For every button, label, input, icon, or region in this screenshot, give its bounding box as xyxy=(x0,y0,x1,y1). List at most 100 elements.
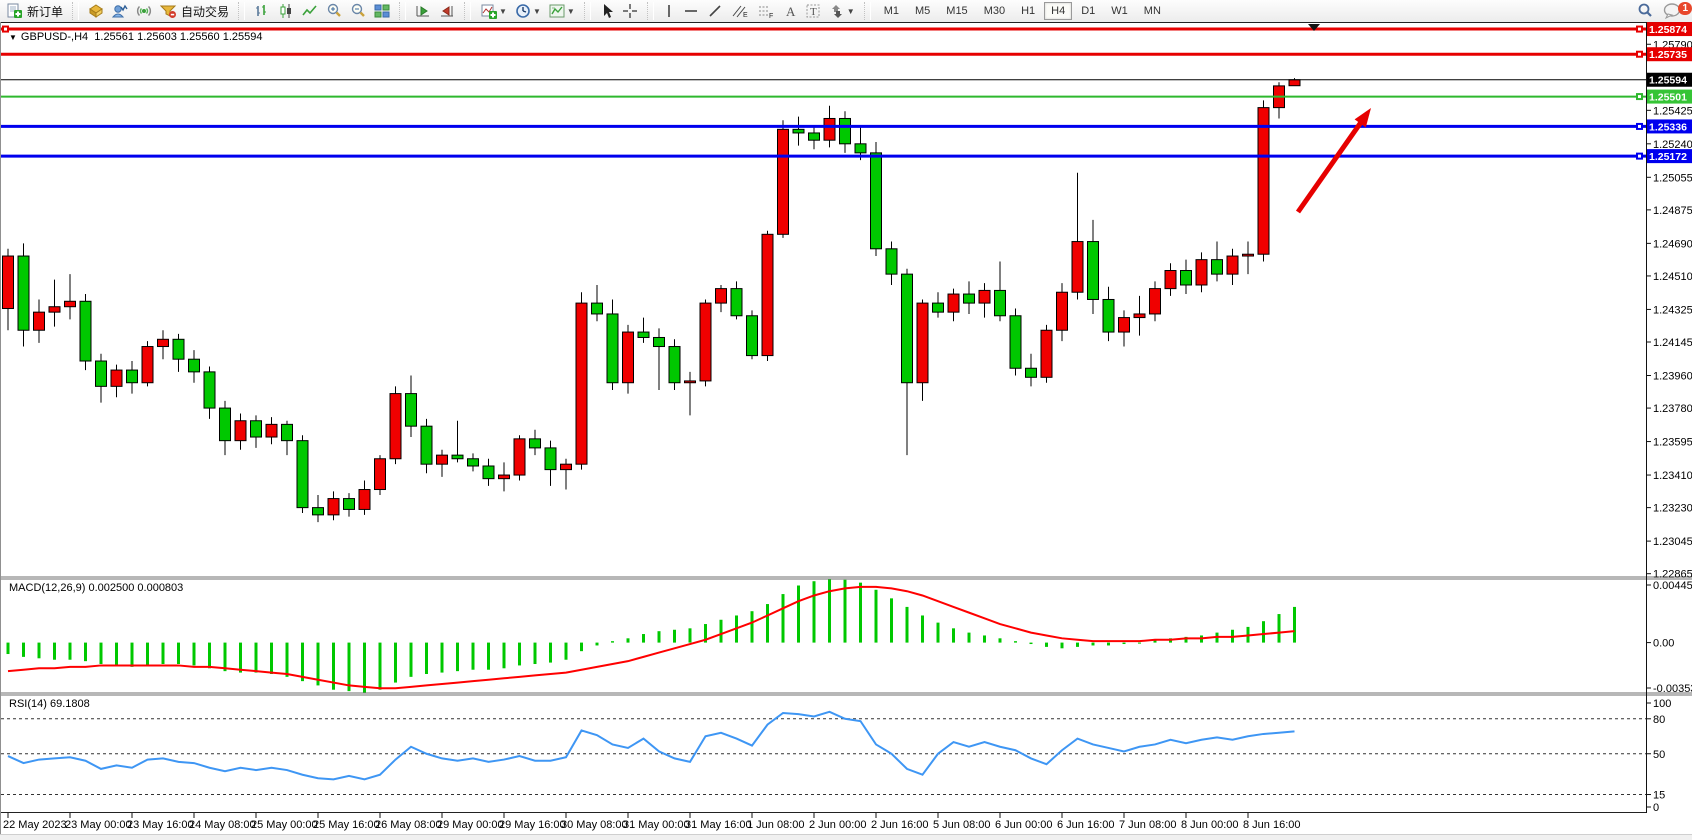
fibonacci-tool[interactable]: F xyxy=(753,1,779,21)
toolbar-separator xyxy=(72,2,80,20)
toolbar-separator xyxy=(238,2,246,20)
new-order-label: 新订单 xyxy=(27,4,64,19)
timeframe-h1[interactable]: H1 xyxy=(1021,5,1036,17)
svg-text:1.24510: 1.24510 xyxy=(1653,271,1692,283)
svg-text:1.25735: 1.25735 xyxy=(1649,49,1687,61)
horizontal-line-tool[interactable] xyxy=(679,1,703,21)
toolbar-separator xyxy=(464,2,472,20)
date-axis-label: 25 May 16:00 xyxy=(313,819,380,831)
date-axis-label: 7 Jun 08:00 xyxy=(1119,819,1177,831)
svg-text:1.25172: 1.25172 xyxy=(1649,151,1687,163)
date-axis-label: 8 Jun 00:00 xyxy=(1181,819,1239,831)
svg-text:0: 0 xyxy=(1653,802,1659,814)
svg-text:1.25501: 1.25501 xyxy=(1649,92,1687,104)
community-button[interactable] xyxy=(108,1,132,21)
timeframe-m15[interactable]: M15 xyxy=(946,5,968,17)
timeframe-m5[interactable]: M5 xyxy=(915,5,931,17)
date-axis-label: 30 May 08:00 xyxy=(561,819,628,831)
search-button[interactable] xyxy=(1632,1,1658,21)
chart-shift-button[interactable] xyxy=(435,1,459,21)
svg-text:1.25240: 1.25240 xyxy=(1653,139,1692,151)
timeframe-m1[interactable]: M1 xyxy=(883,5,899,17)
market-depth-button[interactable] xyxy=(84,1,108,21)
price-chart-canvas[interactable]: 1.257901.254251.252401.250551.248751.246… xyxy=(1,22,1692,834)
window-bottom-strip xyxy=(0,834,1692,840)
timeframe-w1[interactable]: W1 xyxy=(1111,5,1128,17)
svg-text:1.23230: 1.23230 xyxy=(1653,503,1692,515)
zoom-in-button[interactable] xyxy=(322,1,346,21)
notification-count-badge: 1 xyxy=(1678,2,1692,15)
trendline-icon xyxy=(707,3,723,19)
svg-text:1.25874: 1.25874 xyxy=(1649,24,1687,36)
svg-text:15: 15 xyxy=(1653,790,1665,802)
arrows-icon xyxy=(829,3,845,19)
zoom-in-icon xyxy=(326,3,342,19)
svg-text:80: 80 xyxy=(1653,714,1665,726)
date-axis-label: 25 May 00:00 xyxy=(251,819,318,831)
candlestick-icon xyxy=(278,3,294,19)
svg-text:1.23960: 1.23960 xyxy=(1653,370,1692,382)
candlestick-type-button[interactable] xyxy=(274,1,298,21)
date-axis-label: 22 May 2023 xyxy=(3,819,67,831)
auto-trading-label: 自动交易 xyxy=(181,4,230,19)
text-tool[interactable]: A xyxy=(779,1,801,21)
line-chart-icon xyxy=(302,3,318,19)
text-label-icon: T xyxy=(805,3,821,19)
templates-button[interactable]: ▼ xyxy=(545,1,579,21)
periods-button[interactable]: ▼ xyxy=(511,1,545,21)
zoom-out-icon xyxy=(350,3,366,19)
cursor-button[interactable] xyxy=(596,1,618,21)
timeframe-mn[interactable]: MN xyxy=(1143,5,1161,17)
svg-text:50: 50 xyxy=(1653,749,1665,761)
trader-profile-icon xyxy=(112,3,128,19)
trendline-tool[interactable] xyxy=(703,1,727,21)
signals-button[interactable] xyxy=(132,1,156,21)
svg-text:1.24875: 1.24875 xyxy=(1653,205,1692,217)
horizontal-line-icon xyxy=(683,3,699,19)
new-order-icon xyxy=(6,3,23,19)
svg-text:1.23045: 1.23045 xyxy=(1653,536,1692,548)
indicators-button[interactable]: ▼ xyxy=(476,1,511,21)
auto-trading-icon xyxy=(160,3,177,19)
vertical-line-tool[interactable] xyxy=(659,1,679,21)
svg-text:A: A xyxy=(786,4,796,19)
timeframe-d1[interactable]: D1 xyxy=(1081,5,1096,17)
crosshair-button[interactable] xyxy=(618,1,642,21)
toolbar-separator xyxy=(863,2,871,20)
svg-text:0.00: 0.00 xyxy=(1653,638,1674,650)
macd-indicator-label: MACD(12,26,9) 0.002500 0.000803 xyxy=(9,582,184,594)
main-toolbar: 新订单 自动交易 ▼ ▼ ▼ E F xyxy=(0,0,1692,23)
chart-shift-icon xyxy=(439,3,455,19)
cursor-arrow-icon xyxy=(600,3,614,19)
date-axis-label: 23 May 00:00 xyxy=(65,819,132,831)
svg-text:1.23595: 1.23595 xyxy=(1653,437,1692,449)
tile-windows-icon xyxy=(374,3,390,19)
gold-box-icon xyxy=(88,3,104,19)
date-axis-label: 31 May 16:00 xyxy=(685,819,752,831)
tile-windows-button[interactable] xyxy=(370,1,394,21)
symbol-expand-icon[interactable]: ▼ xyxy=(9,32,17,42)
equidistant-channel-tool[interactable]: E xyxy=(727,1,753,21)
signal-icon xyxy=(136,3,152,19)
new-order-button[interactable]: 新订单 xyxy=(2,1,67,21)
text-label-tool[interactable]: T xyxy=(801,1,825,21)
auto-trading-button[interactable]: 自动交易 xyxy=(156,1,233,21)
notifications-button[interactable]: 1 xyxy=(1658,1,1692,21)
timeframe-h4[interactable]: H4 xyxy=(1044,2,1073,20)
zoom-out-button[interactable] xyxy=(346,1,370,21)
chevron-down-icon: ▼ xyxy=(532,6,541,16)
svg-text:0.004454: 0.004454 xyxy=(1653,580,1692,592)
timeframe-m30[interactable]: M30 xyxy=(983,5,1006,17)
clock-icon xyxy=(515,3,531,19)
auto-scroll-button[interactable] xyxy=(411,1,435,21)
svg-text:1.22865: 1.22865 xyxy=(1653,569,1692,581)
crosshair-icon xyxy=(622,3,638,19)
ohlc-bars-icon xyxy=(254,3,270,19)
bar-chart-type-button[interactable] xyxy=(250,1,274,21)
arrows-tool[interactable]: ▼ xyxy=(825,1,859,21)
toolbar-separator xyxy=(399,2,407,20)
svg-text:1.25594: 1.25594 xyxy=(1649,75,1687,87)
svg-text:1.25336: 1.25336 xyxy=(1649,121,1687,133)
auto-scroll-icon xyxy=(415,3,431,19)
line-chart-type-button[interactable] xyxy=(298,1,322,21)
